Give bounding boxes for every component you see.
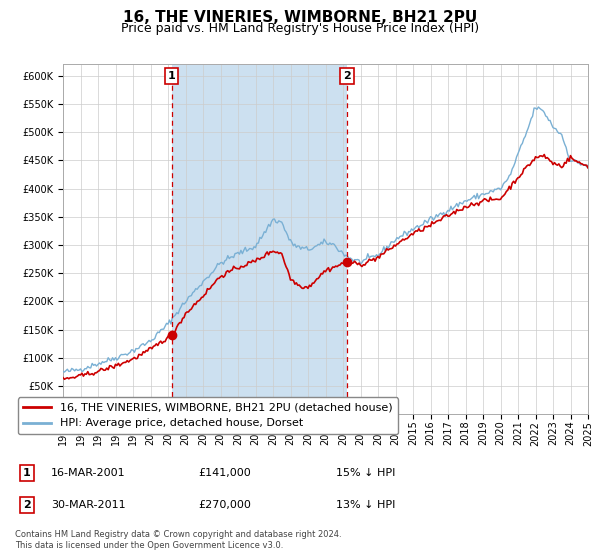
Text: £270,000: £270,000	[198, 500, 251, 510]
Text: 13% ↓ HPI: 13% ↓ HPI	[336, 500, 395, 510]
Text: 16-MAR-2001: 16-MAR-2001	[51, 468, 125, 478]
Bar	[172, 64, 347, 414]
Text: 2: 2	[343, 71, 351, 81]
Text: 1: 1	[167, 71, 175, 81]
Text: 1: 1	[23, 468, 31, 478]
Text: 30-MAR-2011: 30-MAR-2011	[51, 500, 125, 510]
Text: 15% ↓ HPI: 15% ↓ HPI	[336, 468, 395, 478]
Legend: 16, THE VINERIES, WIMBORNE, BH21 2PU (detached house), HPI: Average price, detac: 16, THE VINERIES, WIMBORNE, BH21 2PU (de…	[17, 398, 398, 434]
Text: This data is licensed under the Open Government Licence v3.0.: This data is licensed under the Open Gov…	[15, 541, 283, 550]
Text: 2: 2	[23, 500, 31, 510]
Text: Contains HM Land Registry data © Crown copyright and database right 2024.: Contains HM Land Registry data © Crown c…	[15, 530, 341, 539]
Text: Price paid vs. HM Land Registry's House Price Index (HPI): Price paid vs. HM Land Registry's House …	[121, 22, 479, 35]
Text: £141,000: £141,000	[198, 468, 251, 478]
Text: 16, THE VINERIES, WIMBORNE, BH21 2PU: 16, THE VINERIES, WIMBORNE, BH21 2PU	[123, 10, 477, 25]
